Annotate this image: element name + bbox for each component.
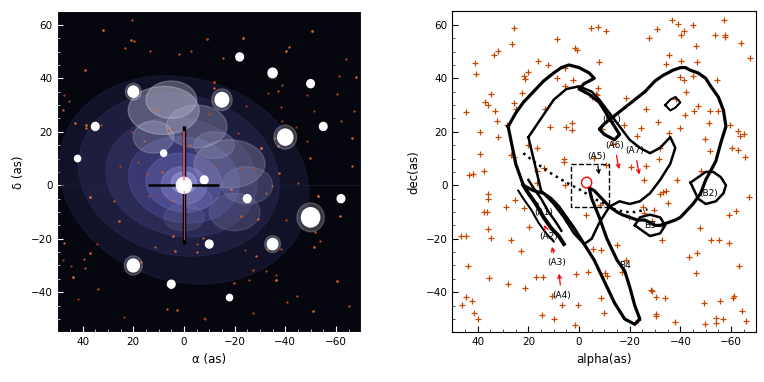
Text: (A2): (A2): [539, 226, 558, 241]
Ellipse shape: [161, 167, 207, 204]
Text: (A6): (A6): [605, 141, 624, 168]
Ellipse shape: [264, 236, 280, 253]
Circle shape: [206, 240, 213, 248]
Ellipse shape: [212, 89, 232, 110]
Y-axis label: δ (as): δ (as): [12, 155, 25, 189]
Circle shape: [181, 183, 186, 188]
Circle shape: [302, 208, 319, 227]
Y-axis label: dec(as): dec(as): [407, 150, 420, 194]
Ellipse shape: [222, 167, 273, 204]
Ellipse shape: [125, 83, 141, 100]
Circle shape: [200, 176, 208, 184]
X-axis label: α (as): α (as): [193, 353, 226, 366]
Ellipse shape: [79, 93, 279, 256]
Circle shape: [337, 195, 345, 203]
Ellipse shape: [297, 203, 324, 232]
Text: B4: B4: [619, 261, 630, 270]
Ellipse shape: [146, 81, 196, 118]
Ellipse shape: [146, 153, 222, 212]
Circle shape: [160, 150, 167, 156]
Ellipse shape: [106, 118, 257, 237]
Ellipse shape: [274, 125, 296, 149]
Text: (A5): (A5): [588, 152, 606, 173]
Ellipse shape: [194, 140, 265, 188]
Circle shape: [179, 180, 189, 191]
Ellipse shape: [209, 193, 260, 231]
Circle shape: [236, 53, 244, 61]
Ellipse shape: [167, 105, 227, 148]
Ellipse shape: [194, 132, 235, 159]
Text: (B1): (B1): [603, 115, 621, 124]
X-axis label: alpha(as): alpha(as): [577, 353, 632, 366]
Ellipse shape: [59, 76, 309, 284]
Ellipse shape: [128, 86, 199, 134]
Circle shape: [268, 68, 277, 78]
Text: (A4): (A4): [552, 275, 571, 299]
Ellipse shape: [128, 137, 239, 223]
Ellipse shape: [133, 121, 174, 153]
Text: (A1): (A1): [534, 202, 553, 217]
Text: (A3): (A3): [547, 248, 565, 267]
Circle shape: [307, 80, 314, 88]
Bar: [571, 164, 610, 207]
Circle shape: [277, 129, 293, 145]
Circle shape: [127, 259, 139, 272]
Text: (B2): (B2): [699, 189, 717, 198]
Circle shape: [319, 123, 327, 131]
Circle shape: [92, 123, 99, 131]
Circle shape: [244, 195, 251, 203]
Circle shape: [128, 86, 138, 97]
Circle shape: [167, 280, 175, 288]
Ellipse shape: [181, 188, 212, 209]
Ellipse shape: [163, 204, 204, 231]
Circle shape: [226, 295, 232, 301]
Circle shape: [75, 155, 81, 162]
Circle shape: [215, 92, 228, 107]
Text: (A7): (A7): [626, 146, 644, 173]
Ellipse shape: [125, 256, 142, 275]
Ellipse shape: [171, 172, 196, 193]
Circle shape: [267, 238, 278, 250]
Text: B3: B3: [644, 221, 656, 230]
Circle shape: [176, 177, 192, 193]
